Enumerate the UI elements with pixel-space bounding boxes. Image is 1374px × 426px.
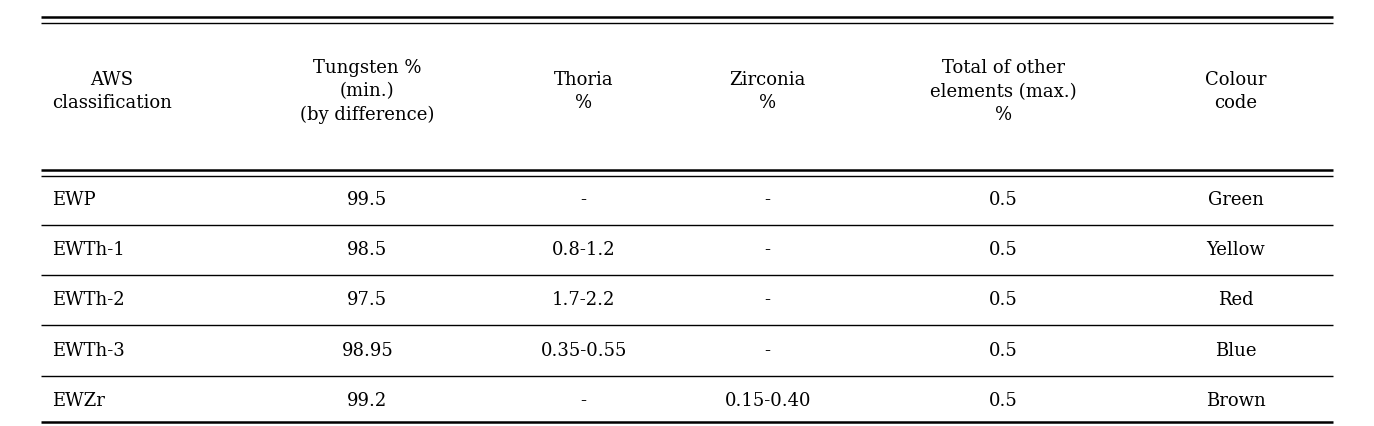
Text: Red: Red [1219,291,1253,309]
Text: 0.8-1.2: 0.8-1.2 [552,241,616,259]
Text: 98.95: 98.95 [342,342,393,360]
Text: EWTh-2: EWTh-2 [52,291,125,309]
Text: Blue: Blue [1215,342,1257,360]
Text: EWTh-3: EWTh-3 [52,342,125,360]
Text: Colour
code: Colour code [1205,71,1267,112]
Text: Zirconia
%: Zirconia % [730,71,807,112]
Text: 0.5: 0.5 [989,191,1018,209]
Text: Brown: Brown [1206,392,1265,410]
Text: EWZr: EWZr [52,392,104,410]
Text: 1.7-2.2: 1.7-2.2 [552,291,616,309]
Text: 99.2: 99.2 [348,392,387,410]
Text: 97.5: 97.5 [348,291,387,309]
Text: -: - [765,342,771,360]
Text: 98.5: 98.5 [348,241,387,259]
Text: -: - [581,392,587,410]
Text: EWTh-1: EWTh-1 [52,241,125,259]
Text: 0.5: 0.5 [989,392,1018,410]
Text: Total of other
elements (max.)
%: Total of other elements (max.) % [930,59,1077,124]
Text: Tungsten %
(min.)
(by difference): Tungsten % (min.) (by difference) [300,59,434,124]
Text: 0.5: 0.5 [989,342,1018,360]
Text: Green: Green [1208,191,1264,209]
Text: 0.15-0.40: 0.15-0.40 [724,392,811,410]
Text: -: - [581,191,587,209]
Text: EWP: EWP [52,191,96,209]
Text: 99.5: 99.5 [348,191,387,209]
Text: Thoria
%: Thoria % [554,71,613,112]
Text: -: - [765,191,771,209]
Text: AWS
classification: AWS classification [52,71,172,112]
Text: 0.35-0.55: 0.35-0.55 [540,342,627,360]
Text: -: - [765,241,771,259]
Text: 0.5: 0.5 [989,241,1018,259]
Text: -: - [765,291,771,309]
Text: Yellow: Yellow [1206,241,1265,259]
Text: 0.5: 0.5 [989,291,1018,309]
